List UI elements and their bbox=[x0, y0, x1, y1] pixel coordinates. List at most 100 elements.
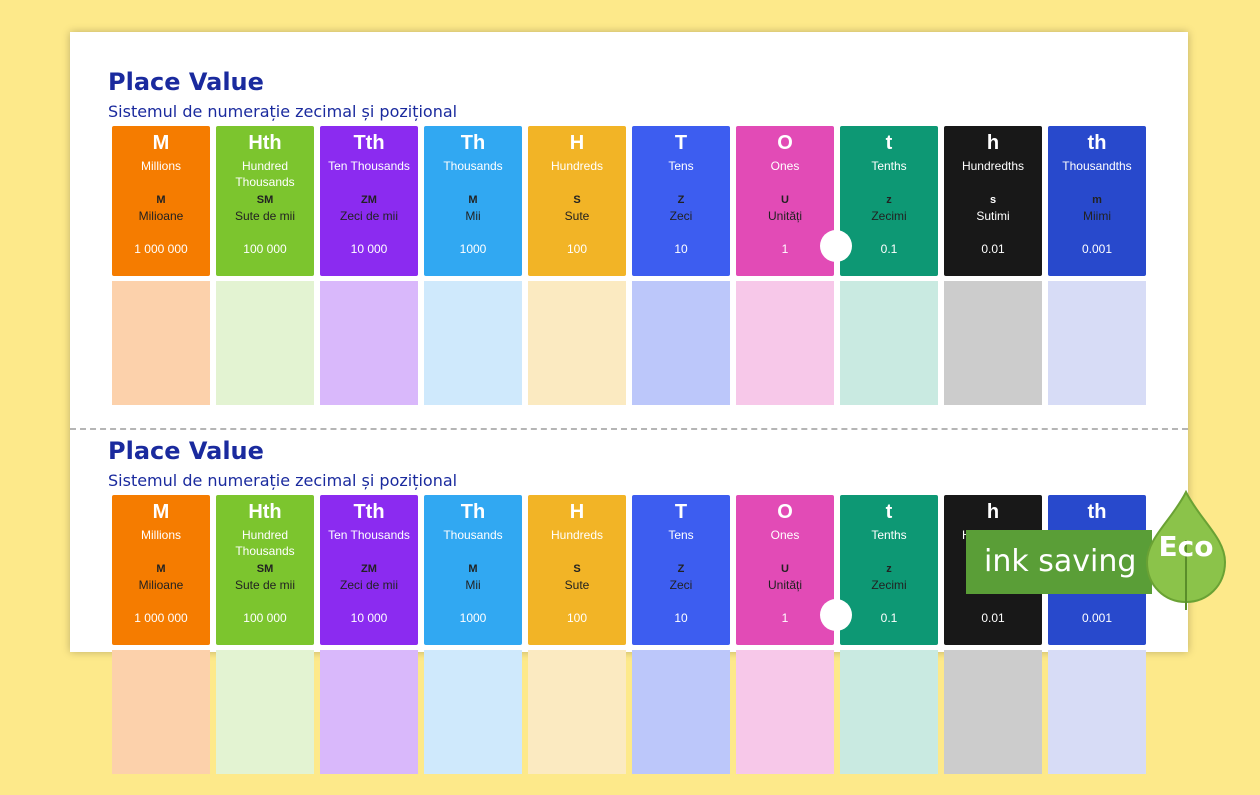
digit-writing-box bbox=[632, 281, 730, 405]
place-abbreviation: U bbox=[781, 194, 789, 206]
worksheet-page: Place Value Sistemul de numerație zecima… bbox=[70, 32, 1188, 774]
place-value-card: M Millions M Milioane 1 000 000 bbox=[112, 126, 210, 276]
place-symbol: th bbox=[1087, 501, 1107, 523]
place-value-column: T Tens Z Zeci 10 bbox=[632, 495, 730, 774]
ink-saving-label: ink saving bbox=[984, 544, 1137, 579]
digit-writing-box bbox=[736, 281, 834, 405]
place-symbol: O bbox=[777, 501, 793, 523]
place-value-column: O Ones U Unități 1 bbox=[736, 126, 834, 405]
place-abbreviation: Z bbox=[677, 563, 685, 575]
digit-writing-box bbox=[112, 650, 210, 774]
place-value-card: T Tens Z Zeci 10 bbox=[632, 126, 730, 276]
place-value-number: 0.1 bbox=[880, 611, 898, 625]
place-abbreviation: S bbox=[573, 563, 581, 575]
place-symbol: Th bbox=[460, 132, 486, 154]
place-symbol: M bbox=[152, 501, 170, 523]
place-value-number: 0.01 bbox=[981, 611, 1005, 625]
place-value-column: Th Thousands M Mii 1000 bbox=[424, 495, 522, 774]
place-value-card: Hth Hundred Thousands SM Sute de mii 100 000 bbox=[216, 126, 314, 276]
place-value-card: O Ones U Unități 1 bbox=[736, 126, 834, 276]
place-value-column: Hth Hundred Thousands SM Sute de mii 100 000 bbox=[216, 495, 314, 774]
place-value-card: t Tenths z Zecimi 0.1 bbox=[840, 495, 938, 645]
place-name-romanian: Mii bbox=[465, 578, 481, 592]
digit-writing-box bbox=[528, 650, 626, 774]
digit-writing-box bbox=[840, 650, 938, 774]
place-symbol: T bbox=[674, 132, 688, 154]
place-symbol: M bbox=[152, 132, 170, 154]
place-name: Ones bbox=[770, 528, 800, 542]
place-symbol: h bbox=[986, 132, 1000, 154]
place-value-card: h Hundredths s Sutimi 0.01 bbox=[944, 126, 1042, 276]
place-value-column: T Tens Z Zeci 10 bbox=[632, 126, 730, 405]
place-value-card: T Tens Z Zeci 10 bbox=[632, 495, 730, 645]
ink-saving-badge: ink saving bbox=[966, 530, 1152, 594]
place-name-romanian: Zeci de mii bbox=[339, 209, 398, 223]
place-value-columns: M Millions M Milioane 1 000 000 Hth Hundred Th… bbox=[112, 126, 1152, 426]
place-name-romanian: Mii bbox=[465, 209, 481, 223]
place-name: Thousandths bbox=[1062, 159, 1132, 173]
place-value-card: Th Thousands M Mii 1000 bbox=[424, 126, 522, 276]
place-name: Thousands bbox=[443, 528, 503, 542]
place-abbreviation: M bbox=[468, 194, 478, 206]
place-abbreviation: SM bbox=[256, 194, 274, 206]
place-name-romanian: Zeci bbox=[669, 209, 693, 223]
place-symbol: Tth bbox=[353, 501, 385, 523]
eco-label: Eco bbox=[1158, 530, 1214, 563]
digit-writing-box bbox=[424, 650, 522, 774]
place-name-romanian: Zecimi bbox=[871, 578, 907, 592]
place-value-column: O Ones U Unități 1 bbox=[736, 495, 834, 774]
digit-writing-box bbox=[320, 281, 418, 405]
place-value-number: 10 000 bbox=[350, 242, 388, 256]
place-abbreviation: M bbox=[156, 563, 166, 575]
digit-writing-box bbox=[528, 281, 626, 405]
cut-line-divider bbox=[70, 428, 1188, 430]
place-name: Hundreds bbox=[550, 159, 604, 173]
eco-leaf-shape bbox=[1145, 489, 1227, 610]
place-value-number: 0.01 bbox=[981, 242, 1005, 256]
place-abbreviation: U bbox=[781, 563, 789, 575]
place-symbol: t bbox=[885, 132, 893, 154]
place-name: Thousands bbox=[443, 159, 503, 173]
digit-writing-box bbox=[944, 650, 1042, 774]
digit-writing-box bbox=[1048, 650, 1146, 774]
place-symbol: H bbox=[569, 132, 585, 154]
place-value-number: 100 bbox=[566, 242, 588, 256]
digit-writing-box bbox=[944, 281, 1042, 405]
place-abbreviation: SM bbox=[256, 563, 274, 575]
place-value-number: 1000 bbox=[459, 611, 487, 625]
eco-leaf-icon: Eco bbox=[1145, 489, 1227, 610]
place-name-romanian: Zecimi bbox=[871, 209, 907, 223]
digit-writing-box bbox=[112, 281, 210, 405]
place-name-romanian: Milioane bbox=[138, 209, 184, 223]
place-abbreviation: M bbox=[156, 194, 166, 206]
digit-writing-box bbox=[216, 650, 314, 774]
place-name: Tens bbox=[668, 528, 694, 542]
place-value-column: Hth Hundred Thousands SM Sute de mii 100 000 bbox=[216, 126, 314, 405]
digit-writing-box bbox=[424, 281, 522, 405]
place-value-column: Th Thousands M Mii 1000 bbox=[424, 126, 522, 405]
place-value-number: 10 000 bbox=[350, 611, 388, 625]
place-value-card: Tth Ten Thousands ZM Zeci de mii 10 000 bbox=[320, 126, 418, 276]
place-name-romanian: Sutimi bbox=[976, 209, 1010, 223]
place-value-card: Tth Ten Thousands ZM Zeci de mii 10 000 bbox=[320, 495, 418, 645]
place-name-romanian: Zeci de mii bbox=[339, 578, 398, 592]
place-name: Hundred Thousands bbox=[235, 528, 295, 558]
place-value-number: 1 bbox=[781, 242, 789, 256]
digit-writing-box bbox=[320, 650, 418, 774]
digit-writing-box bbox=[736, 650, 834, 774]
place-abbreviation: ZM bbox=[361, 194, 377, 206]
place-name-romanian: Sute bbox=[564, 578, 590, 592]
place-value-number: 1 000 000 bbox=[134, 242, 188, 256]
place-symbol: t bbox=[885, 501, 893, 523]
place-value-number: 1 bbox=[781, 611, 789, 625]
place-value-card: M Millions M Milioane 1 000 000 bbox=[112, 495, 210, 645]
place-value-number: 1000 bbox=[459, 242, 487, 256]
place-abbreviation: m bbox=[1092, 194, 1102, 206]
place-name-romanian: Miimi bbox=[1083, 209, 1111, 223]
digit-writing-box bbox=[632, 650, 730, 774]
place-value-card: H Hundreds S Sute 100 bbox=[528, 126, 626, 276]
place-abbreviation: S bbox=[573, 194, 581, 206]
digit-writing-box bbox=[216, 281, 314, 405]
place-abbreviation: Z bbox=[677, 194, 685, 206]
place-value-card: Th Thousands M Mii 1000 bbox=[424, 495, 522, 645]
